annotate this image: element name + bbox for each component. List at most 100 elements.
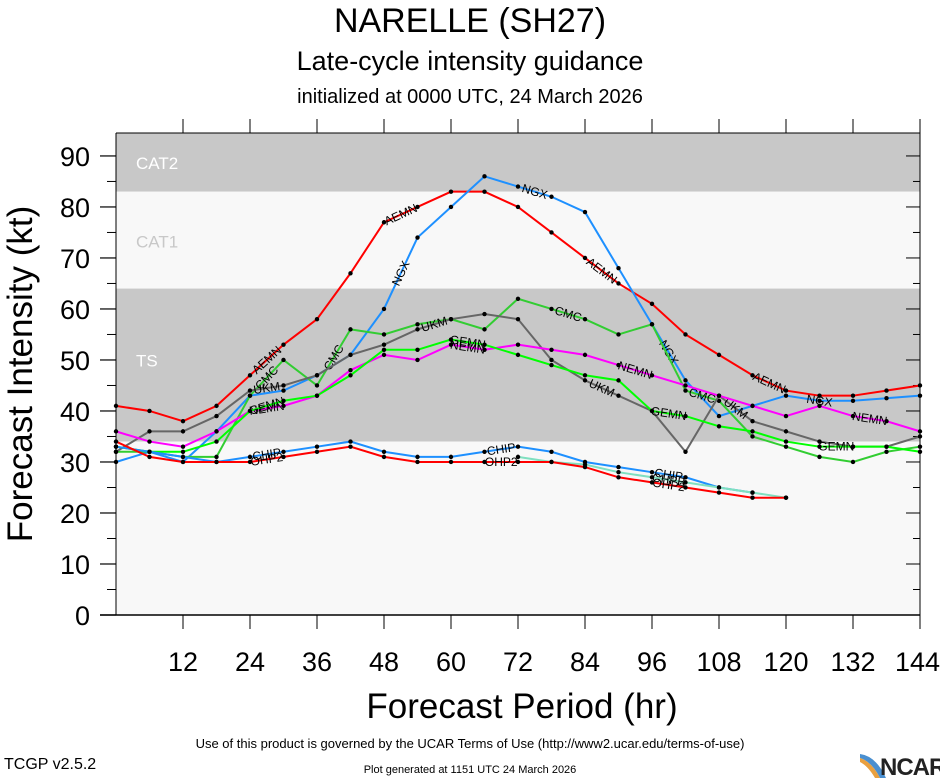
data-point [113,403,119,409]
data-point [649,322,655,327]
data-point [482,342,487,347]
data-point [482,174,487,179]
data-point [348,367,353,373]
data-point [415,204,420,210]
data-point [917,383,923,388]
data-point [448,189,454,194]
series-label-ohp2: OHP2 [485,455,518,469]
data-point [549,459,554,465]
data-point [381,347,387,352]
data-point [750,429,755,434]
data-point [783,388,789,393]
data-point [348,373,353,378]
data-point [549,357,554,363]
data-point [783,495,789,500]
data-point [515,204,521,210]
y-tick-label: 70 [60,244,90,274]
data-point [716,424,722,429]
band-below-ts [116,441,920,615]
data-point [917,444,923,449]
data-point [113,439,119,444]
data-point [381,454,387,460]
data-point [381,342,387,347]
data-point [515,296,521,301]
data-point [549,347,554,352]
data-point [549,194,554,199]
data-point [750,434,755,439]
data-point [482,347,487,352]
data-point [549,306,554,312]
x-tick-label: 48 [369,647,399,677]
data-point [214,413,219,419]
data-point [448,316,454,322]
chart-title: NARELLE (SH27) [333,2,607,40]
data-point [180,454,186,460]
data-point [850,393,856,398]
data-point [314,316,320,322]
data-point [649,475,655,480]
data-point [716,490,722,495]
data-point [582,464,588,470]
data-point [180,429,186,434]
x-tick-label: 120 [763,647,808,677]
data-point [482,327,487,332]
y-tick-label: 60 [60,295,90,325]
data-point [683,378,688,383]
data-point [515,454,521,460]
data-point [750,418,755,424]
y-tick-label: 0 [75,601,90,631]
data-point [683,383,688,388]
data-point [683,485,688,490]
data-point [817,444,822,449]
x-axis-label: Forecast Period (hr) [366,687,677,726]
data-point [817,439,822,444]
data-point [649,301,655,307]
version-label: TCGP v2.5.2 [4,756,97,773]
data-point [783,429,789,434]
data-point [850,444,856,449]
data-point [616,475,621,480]
generated-time: Plot generated at 1151 UTC 24 March 2026 [363,764,577,776]
data-point [649,469,655,475]
x-tick-label: 108 [696,647,741,677]
data-point [616,265,621,271]
chart-subtitle: Late-cycle intensity guidance [296,46,644,76]
data-point [884,388,889,393]
data-point [649,480,655,485]
band-label-cat2: CAT2 [136,154,178,173]
data-point [214,454,219,460]
data-point [884,418,889,424]
data-point [817,393,822,398]
data-point [549,362,554,368]
data-point [147,439,152,444]
data-point [716,413,722,419]
data-point [281,342,286,347]
data-point [884,449,889,454]
data-point [180,459,186,465]
data-point [515,444,521,449]
data-point [147,454,152,460]
data-point [549,449,554,454]
data-point [113,444,119,449]
data-point [616,378,621,383]
data-point [616,469,621,475]
y-tick-label: 50 [60,346,90,376]
data-point [683,388,688,393]
data-point [113,429,119,434]
data-point [783,413,789,419]
data-point [415,322,420,327]
y-tick-label: 90 [60,142,90,172]
data-point [348,444,353,449]
data-point [314,393,320,398]
data-point [180,449,186,454]
data-point [917,429,923,434]
data-point [448,454,454,460]
data-point [448,342,454,347]
data-point [281,398,286,403]
data-point [716,485,722,490]
x-tick-label: 72 [503,647,533,677]
data-point [348,439,353,444]
